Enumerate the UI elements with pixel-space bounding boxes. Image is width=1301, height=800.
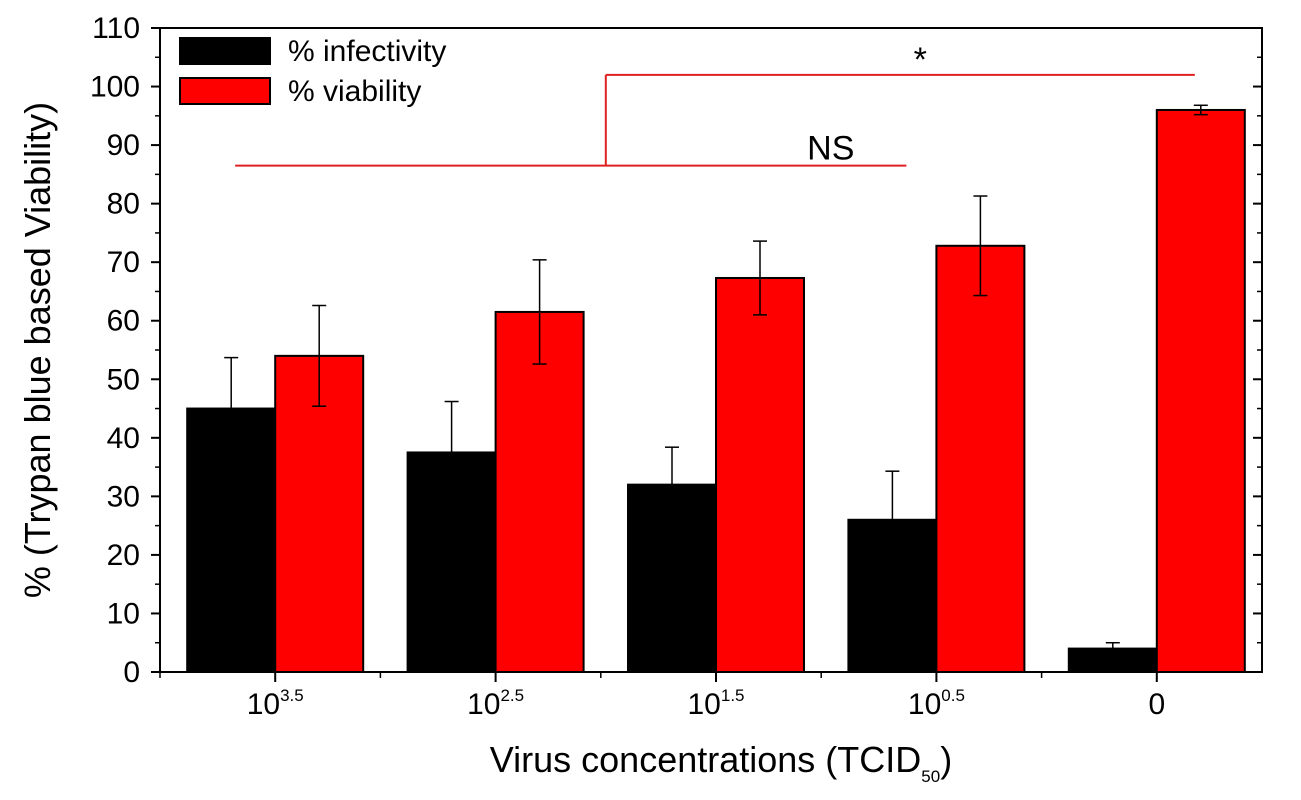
annotations-group: NS * bbox=[235, 41, 1195, 168]
legend-swatch bbox=[179, 77, 271, 105]
x-tick-label: 0 bbox=[1148, 688, 1165, 721]
x-tick-label: 102.5 bbox=[467, 686, 524, 721]
x-axis-title-close: ) bbox=[940, 739, 952, 780]
legend: % infectivity % viability bbox=[179, 35, 446, 108]
y-tick-label: 90 bbox=[107, 129, 140, 162]
star-label: * bbox=[914, 41, 927, 79]
y-tick-label: 40 bbox=[107, 422, 140, 455]
y-tick-label: 20 bbox=[107, 539, 140, 572]
plot-frame bbox=[159, 27, 1263, 673]
x-tick-label: 103.5 bbox=[247, 686, 304, 721]
y-tick-label: 110 bbox=[92, 12, 140, 45]
legend-swatch bbox=[179, 37, 271, 65]
y-axis-ticks: 0 10 20 30 40 50 60 70 80 90 100 110 bbox=[90, 12, 1262, 689]
bar-viability bbox=[494, 310, 585, 673]
y-tick-label: 10 bbox=[107, 597, 140, 630]
x-axis-title-main: Virus concentrations (TCID bbox=[490, 739, 922, 780]
x-tick-labels: 103.5 102.5 101.5 100.5 0 bbox=[159, 672, 1165, 721]
y-tick-label: 30 bbox=[107, 480, 140, 513]
y-tick-label: 80 bbox=[107, 188, 140, 221]
y-tick-label: 100 bbox=[90, 71, 140, 104]
bar-viability bbox=[274, 354, 365, 673]
bar-viability bbox=[1155, 108, 1246, 674]
bar-viability bbox=[715, 276, 805, 673]
x-tick-label: 100.5 bbox=[908, 686, 965, 721]
y-tick-label: 50 bbox=[107, 363, 140, 396]
x-tick-label: 101.5 bbox=[687, 686, 744, 721]
legend-label: % infectivity bbox=[288, 35, 446, 68]
bars-group bbox=[186, 108, 1246, 674]
error-bars-group bbox=[224, 104, 1208, 656]
y-tick-label: 0 bbox=[123, 656, 140, 689]
y-tick-label: 60 bbox=[107, 305, 140, 338]
bar-viability bbox=[935, 244, 1026, 673]
ns-label: NS bbox=[807, 130, 854, 168]
y-axis-title: % (Trypan blue based Viability) bbox=[17, 102, 58, 598]
legend-label: % viability bbox=[288, 75, 421, 108]
x-axis-title: Virus concentrations (TCID50) bbox=[490, 739, 952, 786]
x-axis-title-subscript: 50 bbox=[921, 767, 940, 786]
y-tick-label: 70 bbox=[107, 246, 140, 279]
